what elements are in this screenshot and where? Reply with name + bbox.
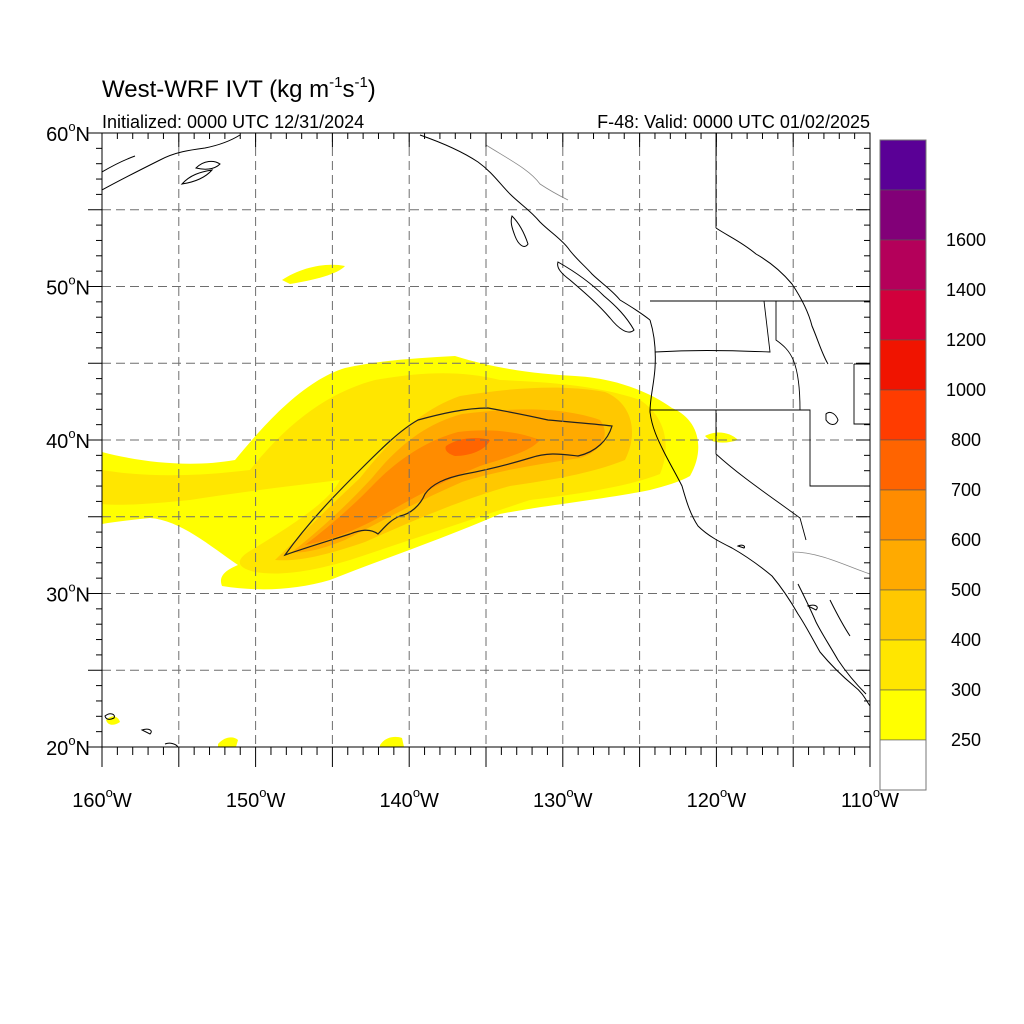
baja-coast bbox=[797, 583, 867, 695]
border-nevada-utah bbox=[809, 470, 870, 487]
lat-tick-label: 50oN bbox=[46, 273, 90, 300]
lon-tick-label: 110oW bbox=[841, 785, 899, 812]
colorbar-label: 600 bbox=[951, 530, 981, 550]
map-panel: 160oW 150oW 140oW 130oW 120oW 110oW 60oN 50oN 40… bbox=[46, 119, 899, 812]
border-idaho bbox=[775, 301, 801, 411]
ivt-patch-250 bbox=[106, 716, 120, 725]
colorbar-box bbox=[879, 689, 927, 741]
colorbar: 1600 1400 1200 1000 800 700 600 500 400 300 250 bbox=[879, 139, 986, 791]
colorbar-label: 700 bbox=[951, 480, 981, 500]
colorbar-box bbox=[879, 189, 927, 241]
ivt-patch-250 bbox=[705, 432, 738, 443]
colorbar-label: 500 bbox=[951, 580, 981, 600]
colorbar-box bbox=[879, 489, 927, 541]
colorbar-box bbox=[879, 389, 927, 441]
channel-islands bbox=[736, 544, 818, 611]
colorbar-label: 1000 bbox=[946, 380, 986, 400]
colorbar-box bbox=[879, 639, 927, 691]
alaska-panhandle-coast bbox=[419, 134, 651, 321]
lon-tick-label: 120oW bbox=[687, 785, 747, 812]
colorbar-box-top bbox=[879, 139, 927, 191]
lon-tick-label: 150oW bbox=[226, 785, 286, 812]
hawaii bbox=[104, 713, 179, 747]
axis-tick-labels: 160oW 150oW 140oW 130oW 120oW 110oW 60oN 50oN 40… bbox=[46, 119, 899, 812]
colorbar-box bbox=[879, 539, 927, 591]
ivt-patch-250 bbox=[380, 736, 404, 747]
initialized-time: Initialized: 0000 UTC 12/31/2024 bbox=[102, 112, 364, 132]
colorbar-label: 250 bbox=[951, 730, 981, 750]
alaska-coast bbox=[102, 134, 241, 191]
lat-tick-label: 40oN bbox=[46, 426, 90, 453]
ivt-contour bbox=[283, 407, 613, 557]
figure-title: West-WRF IVT (kg m-1s-1) bbox=[102, 74, 376, 103]
ivt-band-700 bbox=[445, 438, 490, 456]
border-wyoming bbox=[853, 363, 870, 425]
coastlines bbox=[102, 134, 870, 747]
colorbar-box-below bbox=[879, 739, 927, 791]
canada-interior-coast bbox=[715, 227, 829, 365]
border-oregon-california bbox=[650, 409, 811, 470]
valid-time: F-48: Valid: 0000 UTC 01/02/2025 bbox=[597, 112, 870, 132]
colorbar-box bbox=[879, 439, 927, 491]
colorbar-label: 300 bbox=[951, 680, 981, 700]
border-us-mexico bbox=[791, 551, 870, 575]
colorbar-label: 1400 bbox=[946, 280, 986, 300]
ivt-patch-250 bbox=[218, 737, 238, 747]
bc-islands bbox=[510, 215, 635, 333]
lat-tick-label: 20oN bbox=[46, 733, 90, 760]
lon-tick-label: 130oW bbox=[533, 785, 593, 812]
colorbar-box bbox=[879, 589, 927, 641]
colorbar-label: 1600 bbox=[946, 230, 986, 250]
colorbar-box bbox=[879, 239, 927, 291]
lat-tick-label: 30oN bbox=[46, 580, 90, 607]
lat-tick-label: 60oN bbox=[46, 119, 90, 146]
ivt-band-600 bbox=[305, 430, 540, 545]
border-washington-oregon bbox=[654, 300, 771, 353]
colorbar-label: 400 bbox=[951, 630, 981, 650]
lake-outline bbox=[825, 411, 839, 425]
ivt-field bbox=[102, 264, 738, 747]
lon-tick-label: 160oW bbox=[72, 785, 132, 812]
border-california-nevada bbox=[715, 410, 807, 541]
colorbar-frame bbox=[879, 139, 927, 791]
gridlines bbox=[102, 133, 870, 747]
colorbar-box bbox=[879, 289, 927, 341]
axis-ticks bbox=[88, 132, 871, 767]
lon-tick-label: 140oW bbox=[379, 785, 439, 812]
us-west-coast bbox=[649, 319, 870, 707]
colorbar-label: 1200 bbox=[946, 330, 986, 350]
ivt-band-250-north bbox=[282, 264, 345, 284]
political-borders bbox=[485, 133, 870, 575]
colorbar-box bbox=[879, 339, 927, 391]
border-alaska-lite bbox=[485, 144, 569, 201]
colorbar-label: 800 bbox=[951, 430, 981, 450]
alaska-islands bbox=[180, 160, 221, 185]
